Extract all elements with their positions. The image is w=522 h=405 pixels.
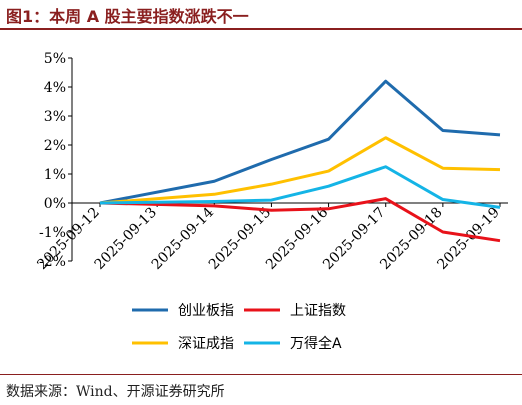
legend-label: 深证成指 (178, 336, 234, 352)
series-lines (99, 79, 501, 243)
figure-title: 图1：本周 A 股主要指数涨跌不一 (6, 7, 249, 26)
y-tick-label: 0% (44, 196, 66, 212)
series-line-1 (99, 79, 501, 205)
series-line-3 (99, 136, 501, 205)
y-tick-label: 1% (44, 167, 66, 183)
y-tick-label: 5% (44, 51, 66, 67)
y-axis: 5% 4% 3% 2% 1% 0% -1% -2% (39, 51, 73, 270)
y-tick-label: -2% (39, 254, 66, 270)
series-line-2 (99, 197, 501, 243)
line-chart: 5% 4% 3% 2% 1% 0% -1% -2% 2025-09-122025-09-132… (34, 51, 508, 352)
y-tick-label: 4% (44, 80, 66, 96)
y-tick-label: -1% (39, 225, 66, 241)
title-divider (0, 28, 522, 30)
y-tick-label: 2% (44, 138, 66, 154)
legend-label: 万得全A (290, 335, 342, 352)
y-tick-label: 3% (44, 109, 66, 125)
source-divider (0, 374, 522, 375)
legend-label: 上证指数 (290, 303, 346, 319)
series-line-4 (99, 165, 501, 209)
source-note: 数据来源：Wind、开源证券研究所 (6, 384, 225, 400)
x-axis: 2025-09-122025-09-132025-09-142025-09-15… (34, 202, 508, 273)
legend-label: 创业板指 (178, 303, 234, 319)
